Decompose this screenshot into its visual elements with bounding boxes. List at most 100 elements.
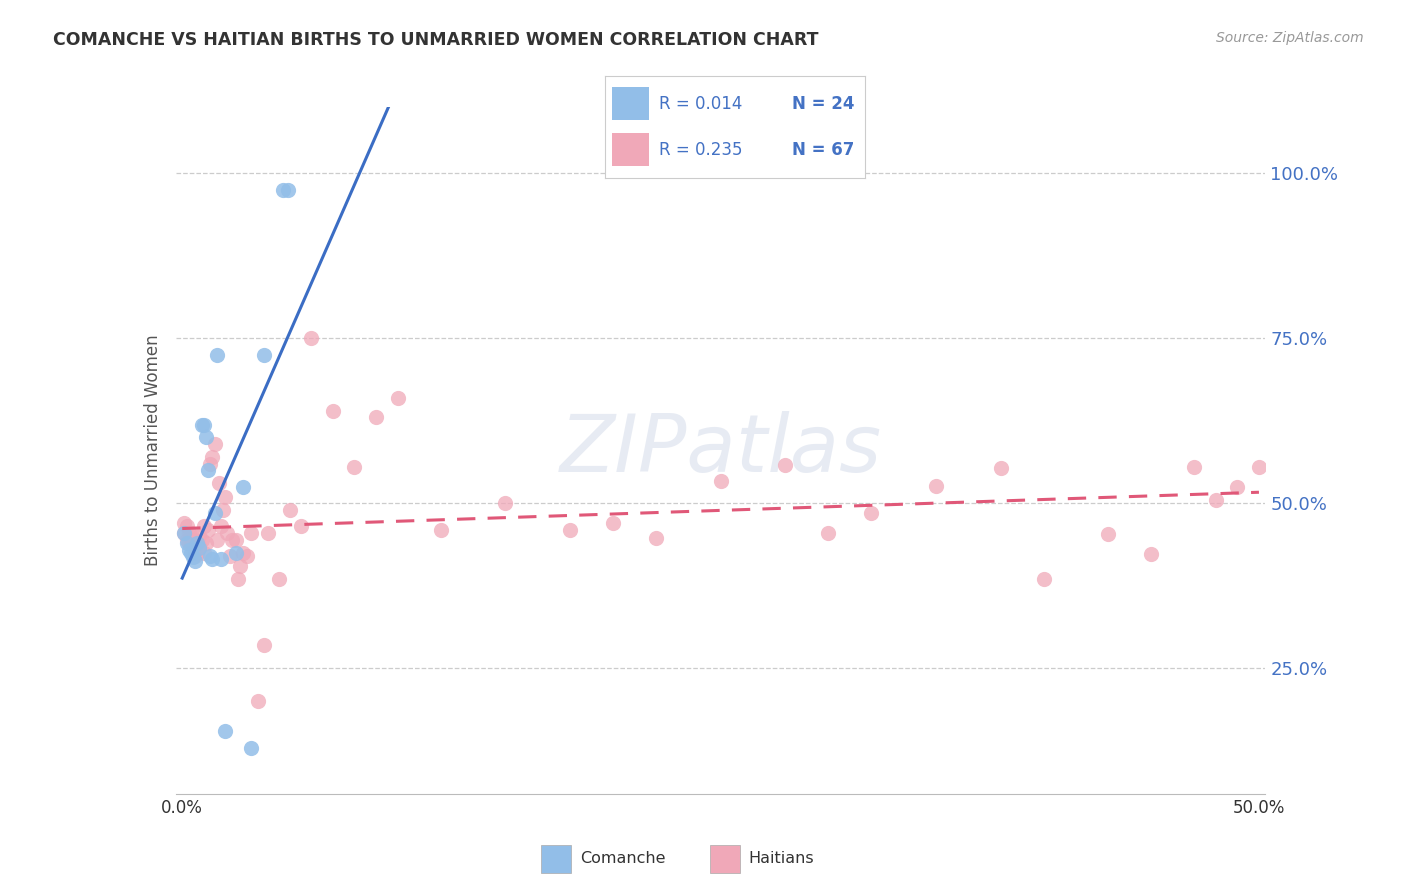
Point xyxy=(253,638,276,652)
Point xyxy=(177,526,200,541)
Point xyxy=(181,550,204,565)
Point xyxy=(1182,460,1205,475)
Bar xyxy=(710,845,740,872)
Point xyxy=(180,536,202,550)
Point xyxy=(558,523,581,537)
Text: Comanche: Comanche xyxy=(579,851,665,866)
Point xyxy=(200,457,222,471)
Point xyxy=(193,546,215,560)
Point xyxy=(186,546,208,560)
Point xyxy=(180,526,202,541)
Text: Haitians: Haitians xyxy=(748,851,814,866)
Point xyxy=(773,458,796,472)
Point xyxy=(214,490,236,504)
Point xyxy=(1032,572,1054,586)
Point xyxy=(177,536,200,550)
Point xyxy=(602,516,624,530)
Point xyxy=(209,552,232,566)
Point xyxy=(226,572,249,586)
Text: N = 67: N = 67 xyxy=(792,141,855,159)
Point xyxy=(273,183,295,197)
Point xyxy=(387,391,409,405)
Point xyxy=(221,533,243,547)
Point xyxy=(173,526,195,541)
Point xyxy=(184,537,207,551)
Point xyxy=(190,533,212,547)
Point xyxy=(194,430,217,444)
Point xyxy=(240,526,263,541)
Text: R = 0.014: R = 0.014 xyxy=(659,95,742,112)
Point xyxy=(925,479,948,493)
Point xyxy=(173,526,195,541)
Y-axis label: Births to Unmarried Women: Births to Unmarried Women xyxy=(143,334,162,566)
Point xyxy=(214,724,236,739)
Point xyxy=(193,418,215,433)
Point xyxy=(229,559,252,574)
Point xyxy=(204,437,226,451)
Point xyxy=(269,572,291,586)
Point xyxy=(205,348,228,362)
Point xyxy=(645,531,668,545)
Point xyxy=(176,533,198,547)
Point xyxy=(231,480,253,494)
Point xyxy=(278,503,301,517)
Point xyxy=(208,476,231,491)
Point xyxy=(184,549,207,563)
Point xyxy=(177,542,200,557)
Text: N = 24: N = 24 xyxy=(792,95,855,112)
Point xyxy=(299,331,322,345)
Point xyxy=(246,694,269,708)
Point xyxy=(197,463,219,477)
Point xyxy=(190,418,212,433)
Point xyxy=(494,496,516,510)
Point xyxy=(990,461,1012,475)
Bar xyxy=(613,133,648,166)
Point xyxy=(186,536,208,550)
Point xyxy=(205,533,228,547)
Point xyxy=(231,546,253,560)
Point xyxy=(217,526,239,541)
Text: COMANCHE VS HAITIAN BIRTHS TO UNMARRIED WOMEN CORRELATION CHART: COMANCHE VS HAITIAN BIRTHS TO UNMARRIED … xyxy=(53,31,818,49)
Point xyxy=(181,533,204,547)
Point xyxy=(429,523,451,537)
Point xyxy=(860,506,883,520)
Point xyxy=(201,552,224,566)
Point xyxy=(240,740,263,755)
Point xyxy=(209,519,232,533)
Point xyxy=(212,503,235,517)
Point xyxy=(1205,493,1227,508)
Point xyxy=(188,541,211,556)
Point xyxy=(201,450,224,464)
Bar xyxy=(541,845,571,872)
Point xyxy=(181,542,204,557)
Point xyxy=(173,516,195,530)
Point xyxy=(1226,480,1249,494)
Point xyxy=(1140,547,1163,561)
Bar xyxy=(613,87,648,120)
Point xyxy=(236,549,259,563)
Point xyxy=(204,506,226,520)
Point xyxy=(225,533,247,547)
Point xyxy=(194,536,217,550)
Point xyxy=(176,536,198,550)
Point xyxy=(186,536,208,550)
Point xyxy=(710,474,733,488)
Point xyxy=(200,549,222,563)
Point xyxy=(277,183,299,197)
Point xyxy=(817,526,839,541)
Text: ZIPatlas: ZIPatlas xyxy=(560,411,882,490)
Point xyxy=(218,549,240,563)
Point xyxy=(180,546,202,560)
Point xyxy=(225,546,247,560)
Point xyxy=(364,410,387,425)
Point xyxy=(193,519,215,533)
Point xyxy=(1097,527,1119,541)
Point xyxy=(184,554,207,568)
Text: R = 0.235: R = 0.235 xyxy=(659,141,742,159)
Point xyxy=(197,523,219,537)
Point xyxy=(343,460,366,475)
Point xyxy=(176,519,198,533)
Point xyxy=(253,348,276,362)
Point xyxy=(322,404,344,418)
Point xyxy=(188,539,211,553)
